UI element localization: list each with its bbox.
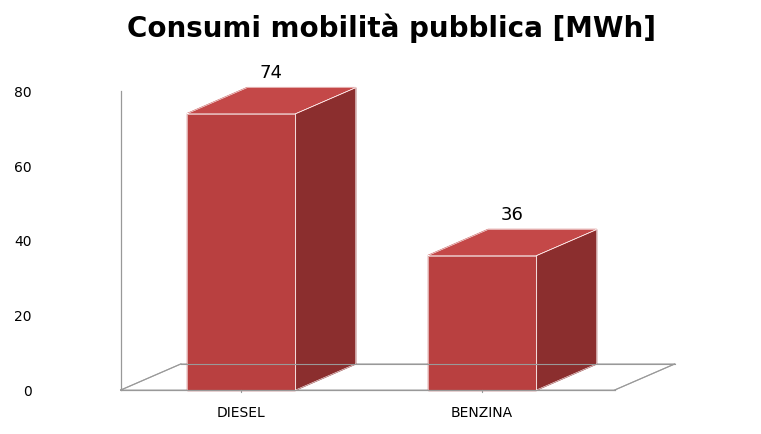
Polygon shape (537, 230, 597, 390)
Polygon shape (121, 364, 675, 390)
Polygon shape (428, 230, 597, 256)
Polygon shape (295, 88, 355, 390)
Polygon shape (428, 256, 537, 390)
Text: 74: 74 (260, 64, 283, 82)
Title: Consumi mobilità pubblica [MWh]: Consumi mobilità pubblica [MWh] (127, 14, 656, 43)
Text: 36: 36 (501, 206, 524, 224)
Polygon shape (187, 114, 295, 390)
Polygon shape (187, 88, 355, 114)
